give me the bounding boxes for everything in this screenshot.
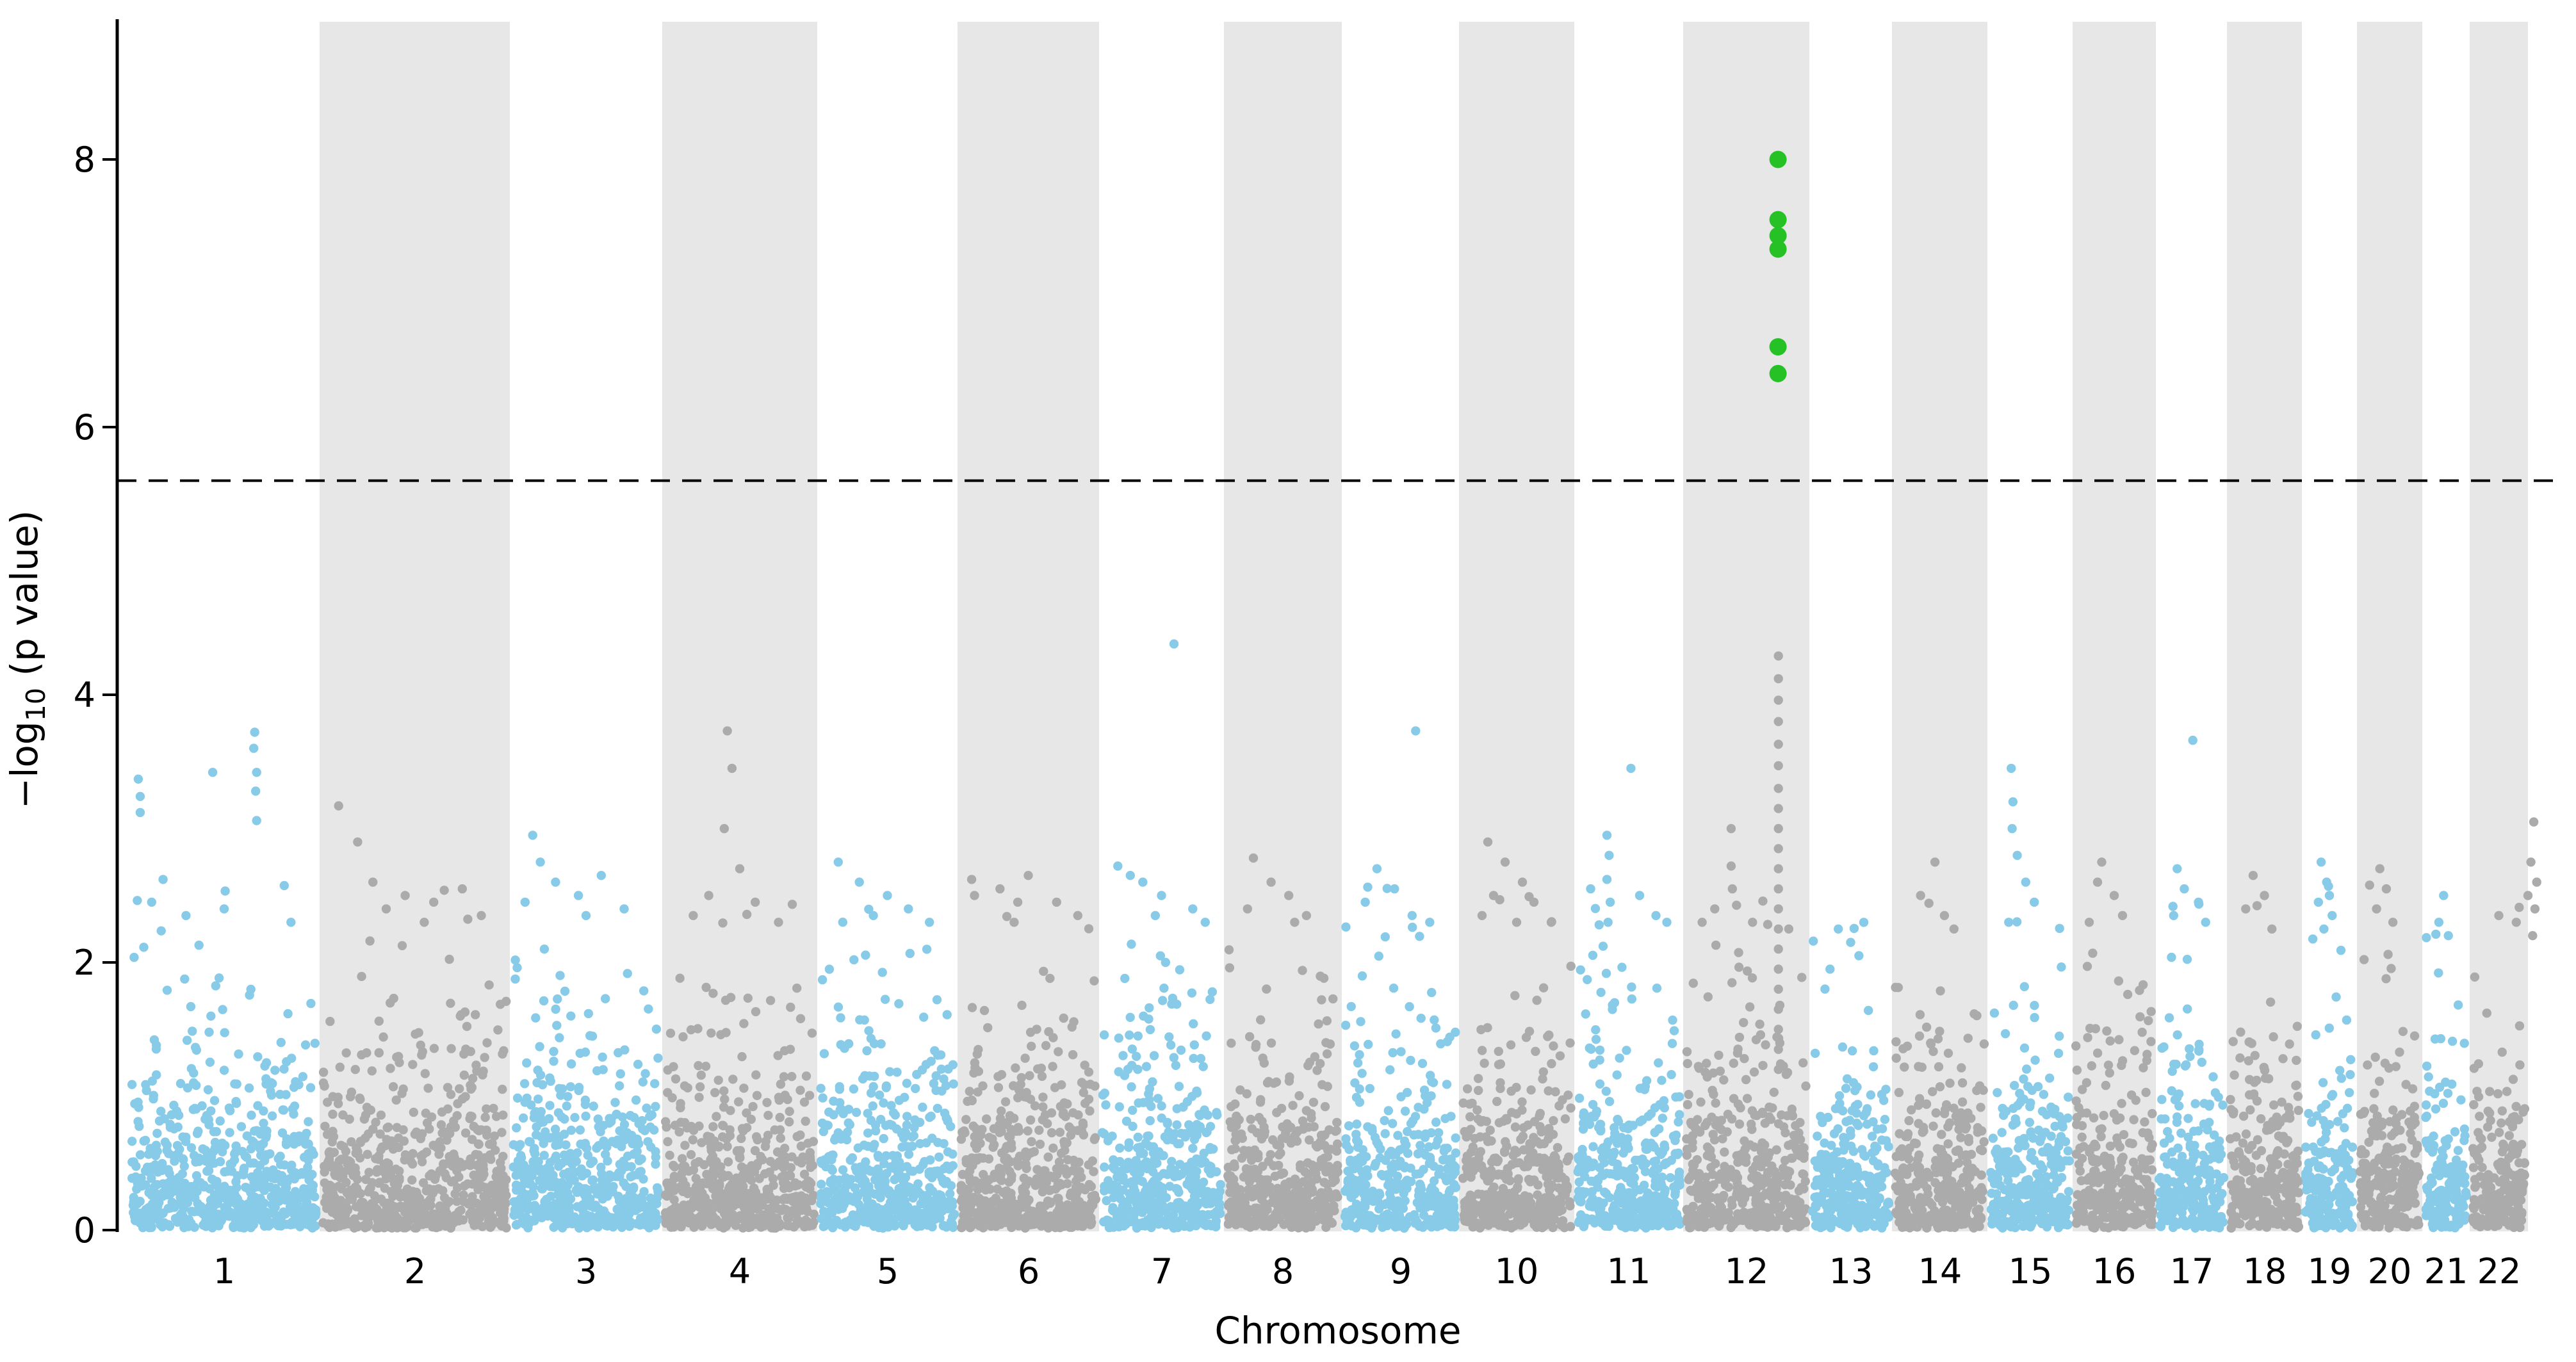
y-tick-label-6: 6 (74, 407, 95, 448)
x-tick-label-18: 18 (2243, 1251, 2287, 1292)
points-chr7 (1097, 639, 1225, 1233)
x-tick-labels: 1 2 3 4 5 6 7 8 9 10 11 12 13 14 15 16 17 18 19 20 21 22 (213, 1251, 2522, 1292)
significant-point (1769, 150, 1787, 168)
y-axis-label-prefix: −log (3, 721, 46, 809)
x-tick-label-20: 20 (2368, 1251, 2412, 1292)
chromosome-band-16 (2073, 22, 2156, 1231)
points-chr11 (1573, 763, 1685, 1233)
y-tick-label-4: 4 (74, 675, 95, 715)
x-tick-label-10: 10 (1495, 1251, 1539, 1292)
points-chr16 (2071, 857, 2158, 1233)
points-chr17 (2154, 735, 2229, 1233)
x-tick-label-15: 15 (2009, 1251, 2053, 1292)
y-axis-label-subscript: 10 (20, 688, 51, 721)
x-tick-label-6: 6 (1018, 1251, 1039, 1292)
x-tick-label-4: 4 (729, 1251, 751, 1292)
chromosome-band-12 (1683, 22, 1809, 1231)
points-chr10 (1458, 837, 1576, 1233)
chromosome-band-8 (1224, 22, 1342, 1231)
y-tick-mark-2 (102, 961, 116, 964)
y-tick-label-0: 0 (74, 1210, 95, 1251)
points-chr18 (2226, 871, 2304, 1233)
significant-point (1769, 227, 1787, 245)
y-tick-mark-6 (102, 426, 116, 428)
chromosome-band-18 (2227, 22, 2302, 1231)
points-chr19 (2301, 857, 2358, 1233)
x-tick-label-1: 1 (213, 1251, 235, 1292)
x-tick-label-17: 17 (2170, 1251, 2214, 1292)
points-chr22 (2468, 817, 2541, 1233)
y-tick-mark-4 (102, 693, 116, 696)
y-tick-label-8: 8 (74, 140, 95, 180)
points-chr8 (1223, 853, 1342, 1233)
x-tick-label-9: 9 (1390, 1251, 1412, 1292)
y-tick-mark-8 (102, 158, 116, 161)
x-tick-label-19: 19 (2308, 1251, 2352, 1292)
data-points-layer (127, 639, 2541, 1233)
y-tick-labels: 0 2 4 6 8 (74, 140, 95, 1251)
x-tick-label-12: 12 (1725, 1251, 1769, 1292)
x-tick-label-5: 5 (877, 1251, 899, 1292)
x-tick-label-13: 13 (1829, 1251, 1873, 1292)
x-tick-label-2: 2 (404, 1251, 426, 1292)
significant-points-layer (1769, 150, 1787, 382)
points-chr9 (1340, 726, 1461, 1233)
points-chr6 (956, 871, 1101, 1233)
y-tick-label-2: 2 (74, 943, 95, 983)
x-tick-label-3: 3 (575, 1251, 597, 1292)
x-tick-label-16: 16 (2092, 1251, 2137, 1292)
points-chr14 (1890, 857, 1989, 1233)
points-chr21 (2421, 891, 2471, 1233)
y-tick-mark-0 (102, 1229, 116, 1231)
points-chr1 (127, 727, 321, 1233)
x-tick-label-7: 7 (1151, 1251, 1173, 1292)
significant-point (1769, 211, 1787, 229)
x-tick-label-21: 21 (2424, 1251, 2468, 1292)
points-chr15 (1986, 763, 2075, 1233)
y-axis-label-suffix: (p value) (3, 510, 46, 688)
chromosome-band-10 (1459, 22, 1574, 1231)
points-chr3 (509, 831, 664, 1233)
axes-layer (102, 19, 119, 1232)
y-axis-label: −log10 (p value) (3, 510, 51, 809)
x-tick-label-14: 14 (1918, 1251, 1962, 1292)
y-axis-spine (115, 19, 119, 1232)
x-tick-label-11: 11 (1607, 1251, 1651, 1292)
significant-point (1769, 240, 1787, 258)
points-chr2 (318, 801, 511, 1233)
x-tick-label-22: 22 (2477, 1251, 2522, 1292)
points-chr12 (1682, 651, 1811, 1233)
points-chr4 (660, 726, 819, 1233)
x-axis-label: Chromosome (1214, 1309, 1461, 1352)
points-chr20 (2355, 864, 2424, 1233)
significant-point (1769, 338, 1787, 356)
points-chr5 (816, 857, 959, 1233)
significant-point (1769, 364, 1787, 382)
x-tick-label-8: 8 (1272, 1251, 1294, 1292)
points-chr13 (1807, 918, 1894, 1233)
chromosome-band-20 (2357, 22, 2422, 1231)
